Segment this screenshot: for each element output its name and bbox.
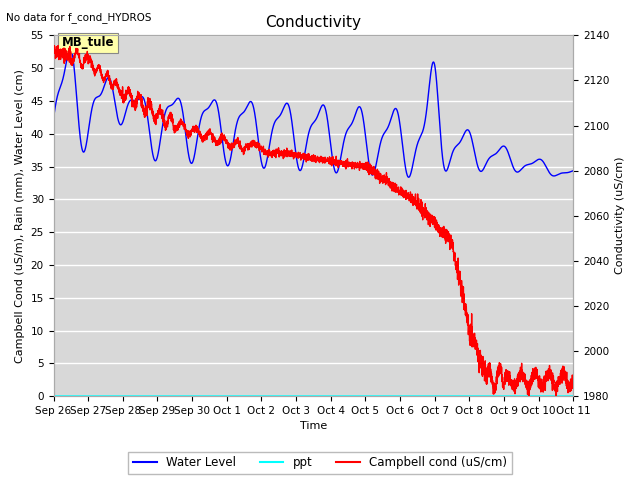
- Title: Conductivity: Conductivity: [266, 15, 362, 30]
- X-axis label: Time: Time: [300, 421, 327, 432]
- Y-axis label: Campbell Cond (uS/m), Rain (mm), Water Level (cm): Campbell Cond (uS/m), Rain (mm), Water L…: [15, 69, 25, 363]
- Y-axis label: Conductivity (uS/cm): Conductivity (uS/cm): [615, 157, 625, 275]
- Legend: Water Level, ppt, Campbell cond (uS/cm): Water Level, ppt, Campbell cond (uS/cm): [128, 452, 512, 474]
- Text: No data for f_cond_HYDROS: No data for f_cond_HYDROS: [6, 12, 152, 23]
- Text: MB_tule: MB_tule: [62, 36, 115, 49]
